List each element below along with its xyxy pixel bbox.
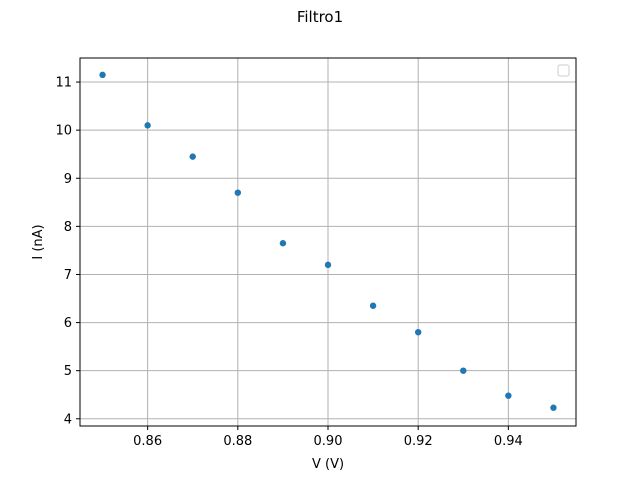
x-tick-label: 0.86 xyxy=(133,434,162,449)
x-tick-label: 0.90 xyxy=(314,434,343,449)
plot-frame xyxy=(79,57,577,427)
chart-title: Filtro1 xyxy=(297,8,343,26)
axis-ticks: 0.86 0.88 0.90 0.92 0.94 4 5 6 7 8 9 10 11 xyxy=(55,76,522,449)
data-point xyxy=(234,189,242,196)
x-tick-label: 0.88 xyxy=(223,434,252,449)
y-tick-label: 5 xyxy=(64,364,72,379)
data-point xyxy=(369,302,377,309)
legend-box xyxy=(557,64,570,77)
y-tick-label: 9 xyxy=(64,172,72,187)
y-tick-label: 7 xyxy=(64,268,72,283)
data-points xyxy=(99,71,557,411)
y-tick-label: 10 xyxy=(55,124,72,139)
y-tick-label: 8 xyxy=(64,220,72,235)
data-point xyxy=(460,367,467,374)
x-tick-label: 0.94 xyxy=(494,434,523,449)
data-point xyxy=(99,71,106,79)
data-point xyxy=(189,153,196,160)
data-point xyxy=(505,392,512,399)
y-axis-label: I (nA) xyxy=(31,224,46,259)
x-axis-label: V (V) xyxy=(312,457,344,472)
y-tick-label: 6 xyxy=(64,316,72,331)
data-point xyxy=(414,328,422,336)
y-tick-label: 4 xyxy=(64,412,72,427)
data-point xyxy=(279,240,287,247)
data-point xyxy=(144,122,151,129)
x-tick-label: 0.92 xyxy=(404,434,433,449)
data-point xyxy=(550,404,557,411)
data-point xyxy=(324,261,332,269)
grid xyxy=(80,58,576,426)
y-tick-label: 11 xyxy=(55,76,72,91)
